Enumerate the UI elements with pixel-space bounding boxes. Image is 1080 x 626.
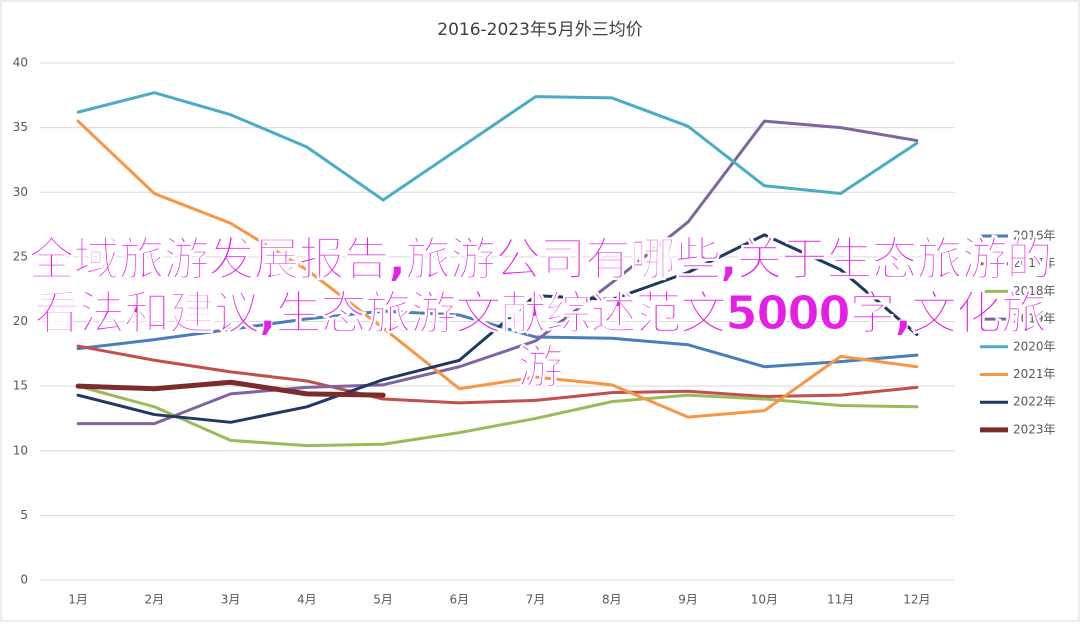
legend-label: 2020年: [1013, 339, 1056, 353]
x-tick-label: 8月: [602, 593, 622, 607]
overlay-text: 全域旅游发展报告,旅游公司有哪些,关于生态旅游的看法和建议,生态旅游文献综述范文…: [28, 232, 1053, 395]
x-tick-label: 11月: [827, 593, 854, 607]
y-tick-label: 20: [13, 314, 28, 328]
legend-label: 2018年: [1013, 284, 1056, 298]
series-line: [76, 344, 919, 405]
x-tick-label: 4月: [297, 593, 317, 607]
series-line: [75, 379, 386, 398]
y-tick-label: 10: [13, 443, 28, 457]
x-tick-label: 12月: [903, 593, 930, 607]
chart-title: 2016-2023年5月外三均价: [437, 20, 642, 40]
x-tick-label: 10月: [751, 593, 778, 607]
y-tick-label: 5: [20, 508, 28, 522]
series-line: [76, 119, 919, 426]
y-tick-label: 0: [20, 573, 28, 587]
y-tick-label: 40: [13, 56, 28, 70]
legend-label: 2017年: [1013, 256, 1056, 270]
legend-label: 2023年: [1013, 422, 1056, 436]
x-tick-label: 3月: [221, 593, 241, 607]
x-tick-label: 1月: [68, 593, 88, 607]
x-tick-label: 9月: [678, 593, 698, 607]
x-tick-label: 2月: [145, 593, 165, 607]
x-tick-label: 6月: [450, 593, 470, 607]
legend-label: 2019年: [1013, 312, 1056, 326]
y-tick-label: 15: [13, 379, 28, 393]
series-line: [76, 91, 919, 202]
series-line: [76, 119, 919, 419]
legend-label: 2021年: [1013, 367, 1056, 381]
y-tick-label: 25: [13, 249, 28, 263]
legend-label: 2016年: [1013, 229, 1056, 243]
y-tick-label: 35: [13, 120, 28, 134]
x-tick-label: 7月: [526, 593, 546, 607]
x-tick-label: 5月: [373, 593, 393, 607]
series-line: [76, 233, 919, 424]
y-tick-label: 30: [13, 185, 28, 199]
legend-label: 2022年: [1013, 395, 1056, 409]
